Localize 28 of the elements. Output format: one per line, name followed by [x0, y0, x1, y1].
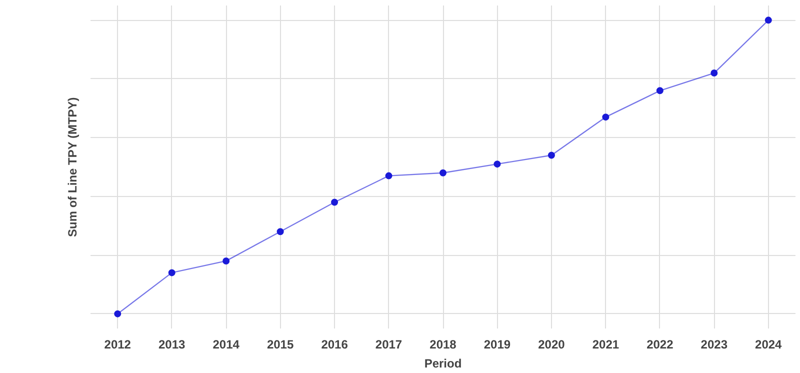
point [656, 87, 664, 94]
point [168, 269, 176, 276]
point [276, 228, 284, 236]
point [548, 152, 555, 159]
point [222, 257, 230, 264]
x-tick-label: 2020 [538, 338, 566, 352]
x-tick-label: 2014 [212, 338, 240, 352]
x-tick-label: 2017 [375, 338, 402, 352]
point [114, 310, 122, 318]
x-tick-label: 2024 [755, 338, 782, 352]
x-tick-label: 2019 [484, 338, 511, 352]
point [385, 172, 392, 180]
x-tick-label: 2016 [321, 338, 348, 352]
x-tick-label: 2015 [266, 338, 294, 352]
point [602, 114, 610, 121]
x-tick-label: 2021 [592, 338, 620, 352]
x-tick-label: 2013 [158, 338, 186, 352]
x-tick-label: 2012 [104, 338, 132, 352]
y-axis-title: Sum of Line TPY (MTPY) [66, 97, 80, 237]
x-tick-label: 2022 [646, 338, 674, 352]
point [764, 16, 772, 24]
point [331, 198, 338, 206]
point [710, 70, 718, 77]
point [494, 160, 501, 168]
point [440, 169, 446, 176]
x-axis-title: Period [424, 356, 462, 370]
x-tick-label: 2023 [700, 338, 728, 352]
x-tick-label: 2018 [430, 338, 457, 352]
